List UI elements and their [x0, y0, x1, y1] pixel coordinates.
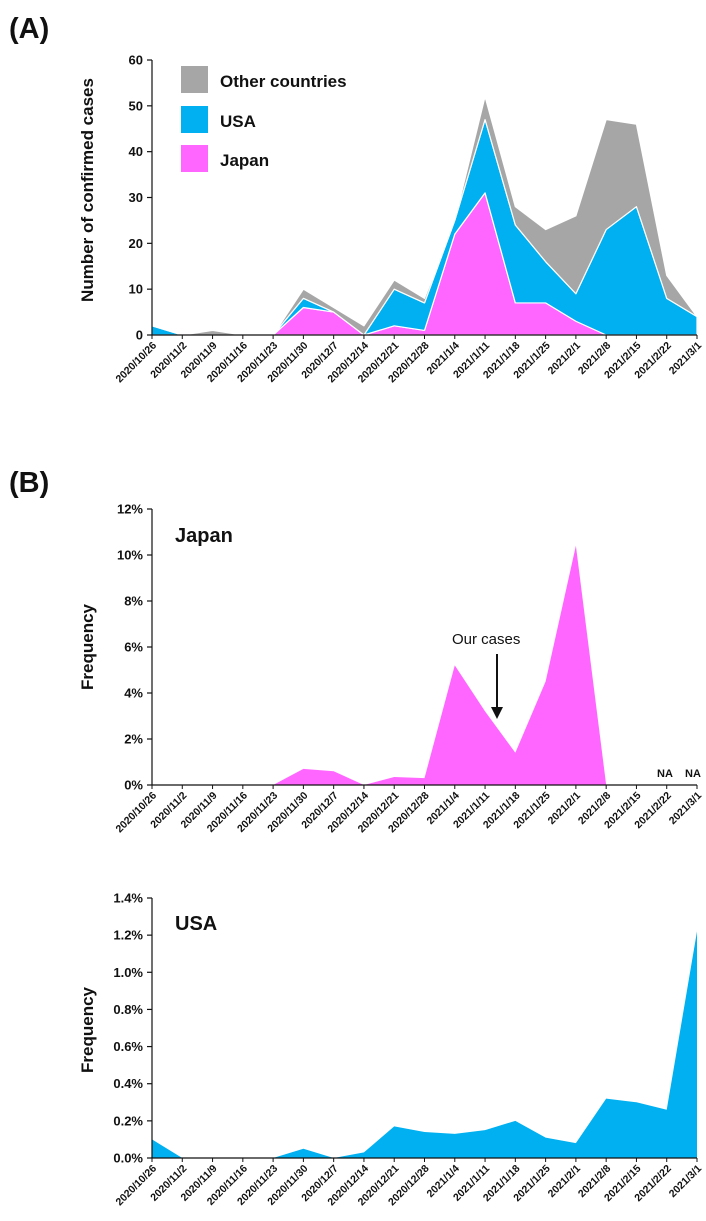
y-tick-label: 0.6% [113, 1039, 143, 1054]
chart-c-areas [152, 931, 697, 1158]
chart-b-title: Japan [175, 525, 233, 547]
na-label-2021-2-22: NA [657, 768, 673, 780]
y-tick-label: 8% [124, 594, 143, 609]
series-area-other-countries [151, 96, 698, 336]
x-tick-label: 2021/3/1 [667, 1163, 704, 1200]
x-tick-label: 2020/10/26 [113, 1163, 159, 1209]
legend-swatch-usa [181, 106, 208, 133]
y-tick-label: 6% [124, 640, 143, 655]
panel-label-a: (A) [9, 13, 49, 45]
y-tick-label: 4% [124, 686, 143, 701]
legend-label-other-countries: Other countries [220, 72, 347, 91]
chart-c-y-axis-label: Frequency [78, 986, 97, 1073]
y-tick-label: 10% [117, 548, 143, 563]
y-tick-label: 20 [129, 236, 143, 251]
y-tick-label: 1.2% [113, 928, 143, 943]
series-area-japan [152, 545, 637, 785]
na-label-2021-3-1: NA [685, 768, 701, 780]
chart-c-axes: 0.0% 0.2% 0.4% 0.6% 0.8% 1.0% 1.2% 1.4% 2020/10/… [113, 891, 704, 1209]
y-tick-label: 0.0% [113, 1151, 143, 1166]
y-tick-label: 12% [117, 502, 143, 517]
y-tick-label: 0.2% [113, 1113, 143, 1128]
y-tick-label: 40 [129, 144, 143, 159]
chart-c-title: USA [175, 913, 217, 935]
chart-a-y-axis-label: Number of confirmed cases [78, 78, 97, 302]
y-tick-label: 30 [129, 190, 143, 205]
y-tick-label: 1.0% [113, 965, 143, 980]
legend-label-usa: USA [220, 112, 256, 131]
legend-swatch-japan [181, 145, 208, 172]
y-tick-label: 60 [129, 53, 143, 68]
chart-a-confirmed-cases: Number of confirmed cases Other countrie… [78, 53, 704, 386]
y-tick-label: 0 [136, 328, 143, 343]
chart-b-axes: 0%2%4%6%8%10%12%2020/10/262020/11/22020/… [113, 502, 704, 836]
chart-b-areas [152, 545, 637, 785]
y-tick-label: 0.8% [113, 1002, 143, 1017]
y-tick-label: 0% [124, 778, 143, 793]
y-tick-label: 10 [129, 282, 143, 297]
y-tick-label: 50 [129, 98, 143, 113]
chart-b-usa-frequency: Frequency USA 0.0% 0.2% 0.4% 0.6% 0.8% 1.0% 1.… [78, 891, 704, 1209]
y-tick-label: 0.4% [113, 1076, 143, 1091]
our-cases-arrowhead [491, 707, 503, 719]
series-area-usa [152, 931, 697, 1158]
chart-a-areas [151, 96, 698, 336]
x-tick-label: 2020/10/26 [113, 340, 159, 386]
our-cases-annotation: Our cases [452, 631, 520, 648]
x-tick-label: 2020/10/26 [113, 790, 159, 836]
chart-b-japan-frequency: Frequency Japan NA NA Our cases 0% 2% 4% 6%… [78, 502, 704, 836]
legend-label-japan: Japan [220, 151, 269, 170]
chart-b-y-axis-label: Frequency [78, 603, 97, 690]
chart-a-legend: Other countries USA Japan [181, 66, 347, 172]
legend-swatch-other-countries [181, 66, 208, 93]
x-tick-label: 2021/3/1 [667, 340, 704, 377]
x-tick-label: 2021/3/1 [667, 790, 704, 827]
y-tick-label: 1.4% [113, 891, 143, 906]
y-tick-label: 2% [124, 732, 143, 747]
panel-label-b: (B) [9, 467, 49, 499]
